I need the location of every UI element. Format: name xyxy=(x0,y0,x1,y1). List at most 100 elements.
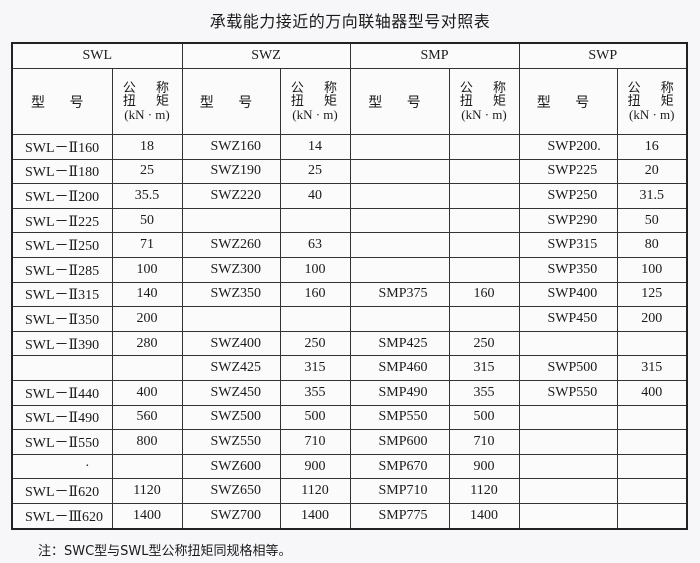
model-header: 型 号 xyxy=(349,68,450,135)
model-cell: SWL－Ⅱ225 xyxy=(11,207,113,234)
table-body: SWL－Ⅱ160 18 SWZ160 14 SWP200. 16 SWL－Ⅱ180 25 SWZ… xyxy=(11,134,688,530)
torque-cell xyxy=(448,134,520,160)
group-header-swz: SWZ xyxy=(181,42,351,69)
model-cell: SWZ500 xyxy=(181,404,281,431)
model-cell: SWL－Ⅲ620 xyxy=(11,502,113,530)
torque-cell: 100 xyxy=(616,256,688,283)
model-cell xyxy=(11,355,113,381)
table-title: 承载能力接近的万向联轴器型号对照表 xyxy=(209,12,491,31)
model-cell: SMP550 xyxy=(349,404,450,431)
torque-cell: 200 xyxy=(616,306,688,332)
model-header-label: 型 号 xyxy=(368,94,431,111)
torque-cell: 71 xyxy=(111,232,183,258)
torque-cell: 500 xyxy=(279,404,351,431)
torque-unit: (kN · m) xyxy=(461,107,507,122)
torque-cell: 710 xyxy=(448,429,520,455)
torque-cell: 31.5 xyxy=(616,183,688,209)
torque-header-line1: 公 称 xyxy=(459,81,515,96)
model-cell: SWL－Ⅱ285 xyxy=(11,256,113,283)
torque-cell: 355 xyxy=(448,379,520,406)
torque-cell xyxy=(448,232,520,258)
torque-cell xyxy=(448,207,520,234)
torque-cell xyxy=(616,330,688,357)
table-row: · SWZ600 900 SMP670 900 xyxy=(11,453,688,480)
table-row: SWL－Ⅱ225 50 SWP290 50 xyxy=(11,207,688,234)
torque-header: 公 称扭 矩 (kN · m) xyxy=(111,68,183,135)
model-cell: SWZ300 xyxy=(181,256,281,283)
torque-cell: 160 xyxy=(448,281,520,308)
model-cell: SWL－Ⅱ160 xyxy=(11,134,113,160)
model-cell: SWL－Ⅱ490 xyxy=(11,404,113,431)
torque-cell: 14 xyxy=(279,134,351,160)
model-cell: SWL－Ⅱ315 xyxy=(11,281,113,308)
table-row: SWL－Ⅲ620 1400 SWZ700 1400 SMP775 1400 xyxy=(11,502,688,530)
torque-cell: 355 xyxy=(279,379,351,406)
table-row: SWL－Ⅱ490 560 SWZ500 500 SMP550 500 xyxy=(11,404,688,431)
model-cell: SWZ650 xyxy=(181,478,281,504)
model-cell: SWL－Ⅱ200 xyxy=(11,183,113,209)
model-cell xyxy=(349,134,450,160)
torque-cell: 200 xyxy=(111,306,183,332)
torque-cell: 63 xyxy=(279,232,351,258)
torque-cell: 100 xyxy=(279,256,351,283)
torque-cell: 160 xyxy=(279,281,351,308)
model-cell xyxy=(518,502,618,530)
model-cell: SWZ220 xyxy=(181,183,281,209)
torque-cell: 16 xyxy=(616,134,688,160)
sub-header-row: 型 号公 称扭 矩 (kN · m) 型 号公 称扭 矩 (kN · m) 型 号公 称… xyxy=(11,68,688,135)
model-cell: SWL－Ⅱ620 xyxy=(11,478,113,504)
model-cell xyxy=(518,453,618,480)
table-row: SWL－Ⅱ160 18 SWZ160 14 SWP200. 16 xyxy=(11,134,688,160)
model-cell xyxy=(518,429,618,455)
torque-header-line1: 公 称 xyxy=(290,81,346,96)
table-row: SWL－Ⅱ315 140 SWZ350 160 SMP375 160 SWP400 125 xyxy=(11,281,688,308)
model-cell: SMP425 xyxy=(349,330,450,357)
torque-header: 公 称扭 矩 (kN · m) xyxy=(279,68,351,135)
table-row: SWL－Ⅱ440 400 SWZ450 355 SMP490 355 SWP550 400 xyxy=(11,379,688,406)
model-cell: SWP400 xyxy=(518,281,618,308)
model-cell: SWZ600 xyxy=(181,453,281,480)
table-row: SWL－Ⅱ350 200 SWP450 200 xyxy=(11,306,688,332)
model-cell xyxy=(349,306,450,332)
model-cell: SWL－Ⅱ350 xyxy=(11,306,113,332)
model-cell xyxy=(181,207,281,234)
torque-cell xyxy=(616,429,688,455)
group-header-swl: SWL xyxy=(11,42,183,69)
torque-cell xyxy=(448,183,520,209)
torque-cell xyxy=(616,453,688,480)
model-cell: SWZ425 xyxy=(181,355,281,381)
model-cell: SWP500 xyxy=(518,355,618,381)
model-cell: SWZ700 xyxy=(181,502,281,530)
torque-cell: 250 xyxy=(448,330,520,357)
model-header: 型 号 xyxy=(181,68,281,135)
footnote: 注：SWC型与SWL型公称扭矩同规格相等。 xyxy=(38,544,292,559)
torque-cell: 140 xyxy=(111,281,183,308)
torque-cell: 315 xyxy=(448,355,520,381)
torque-cell: 50 xyxy=(616,207,688,234)
torque-cell: 50 xyxy=(111,207,183,234)
torque-header-line2: 扭 矩 xyxy=(459,94,515,109)
model-cell: SWP290 xyxy=(518,207,618,234)
model-cell: SMP460 xyxy=(349,355,450,381)
torque-cell: 400 xyxy=(616,379,688,406)
table-row: SWL－Ⅱ180 25 SWZ190 25 SWP225 20 xyxy=(11,158,688,185)
model-cell: SWL－Ⅱ550 xyxy=(11,429,113,455)
model-cell: SWZ350 xyxy=(181,281,281,308)
torque-cell xyxy=(448,158,520,185)
torque-cell: 280 xyxy=(111,330,183,357)
model-cell: SWZ260 xyxy=(181,232,281,258)
torque-cell: 125 xyxy=(616,281,688,308)
torque-cell xyxy=(616,478,688,504)
model-cell: · xyxy=(11,453,113,480)
model-cell: SWP450 xyxy=(518,306,618,332)
torque-cell: 900 xyxy=(448,453,520,480)
torque-cell xyxy=(448,256,520,283)
model-cell xyxy=(349,158,450,185)
model-cell xyxy=(518,404,618,431)
torque-cell: 400 xyxy=(111,379,183,406)
torque-cell xyxy=(111,453,183,480)
torque-cell: 1400 xyxy=(279,502,351,530)
model-cell: SWZ190 xyxy=(181,158,281,185)
coupling-comparison-table: SWL SWZ SMP SWP 型 号公 称扭 矩 (kN · m) 型 号公 称扭… xyxy=(11,42,688,530)
torque-cell xyxy=(279,207,351,234)
